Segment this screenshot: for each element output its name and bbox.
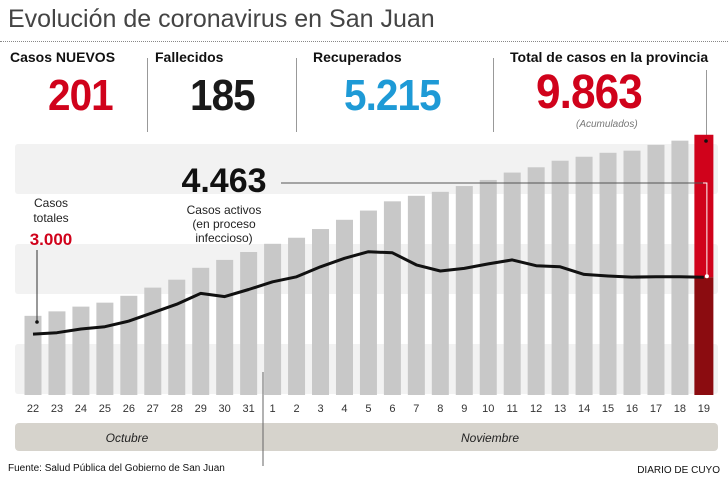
bar	[96, 302, 114, 395]
divider	[0, 41, 728, 42]
bar	[623, 150, 641, 395]
bar	[431, 191, 449, 395]
x-tick-label: 24	[75, 403, 87, 415]
bar	[288, 237, 306, 395]
x-tick-label: 16	[626, 403, 638, 415]
bar	[671, 140, 689, 395]
new-cases-value: 201	[48, 71, 114, 120]
x-tick-label: 5	[365, 403, 371, 415]
bar	[216, 259, 234, 395]
divider	[147, 58, 148, 132]
active-cases-label: (en proceso	[192, 217, 256, 231]
x-tick-label: 18	[674, 403, 686, 415]
x-tick-label: 1	[270, 403, 276, 415]
bar	[192, 267, 210, 395]
x-tick-label: 2	[293, 403, 299, 415]
marker-dot	[35, 320, 39, 324]
bar	[359, 210, 377, 395]
bar	[264, 243, 282, 395]
total-label: Total de casos en la provincia	[510, 49, 709, 65]
bar	[168, 279, 186, 395]
active-cases-value: 4.463	[181, 162, 266, 200]
x-tick-label: 7	[413, 403, 419, 415]
month-november: Noviembre	[461, 431, 519, 445]
x-tick-label: 14	[578, 403, 590, 415]
recovered-value: 5.215	[344, 71, 442, 120]
x-tick-label: 19	[698, 403, 710, 415]
x-tick-label: 22	[27, 403, 39, 415]
active-cases-line	[32, 250, 704, 336]
x-tick-label: 23	[51, 403, 63, 415]
casos-totales-label: totales	[33, 211, 68, 225]
bar-active-highlight	[694, 277, 714, 395]
marker-dot	[704, 139, 708, 143]
x-tick-label: 9	[461, 403, 467, 415]
casos-totales-value: 3.000	[30, 230, 73, 249]
divider	[706, 70, 707, 136]
source-note: Fuente: Salud Pública del Gobierno de Sa…	[8, 463, 225, 474]
bar	[335, 219, 353, 395]
bar	[144, 287, 162, 395]
bar	[527, 167, 545, 395]
total-value: 9.863	[536, 66, 643, 119]
bar-total-highlight	[694, 134, 714, 278]
new-cases-label: Casos NUEVOS	[10, 49, 116, 65]
x-tick-label: 31	[243, 403, 255, 415]
x-tick-label: 8	[437, 403, 443, 415]
divider	[493, 58, 494, 132]
bar	[503, 172, 521, 395]
x-tick-label: 30	[219, 403, 231, 415]
x-tick-label: 15	[602, 403, 614, 415]
x-tick-label: 10	[482, 403, 494, 415]
x-tick-label: 17	[650, 403, 662, 415]
divider	[296, 58, 297, 132]
month-october: Octubre	[106, 431, 149, 445]
total-note: (Acumulados)	[576, 119, 638, 130]
bar	[312, 229, 330, 395]
bar	[455, 186, 473, 395]
bar	[24, 315, 42, 395]
x-tick-label: 4	[341, 403, 347, 415]
x-tick-label: 3	[317, 403, 323, 415]
active-cases-label: infeccioso)	[195, 231, 252, 245]
active-cases-label: Casos activos	[187, 203, 262, 217]
bar	[551, 160, 569, 395]
x-tick-label: 26	[123, 403, 135, 415]
x-tick-label: 25	[99, 403, 111, 415]
deaths-label: Fallecidos	[155, 49, 224, 65]
x-tick-label: 6	[389, 403, 395, 415]
x-tick-label: 12	[530, 403, 542, 415]
bar	[647, 144, 665, 395]
leader-line	[703, 182, 708, 277]
bar	[72, 306, 90, 395]
marker-dot	[704, 274, 709, 279]
bar	[383, 201, 401, 395]
bar	[599, 152, 617, 395]
x-tick-label: 27	[147, 403, 159, 415]
x-tick-label: 28	[171, 403, 183, 415]
recovered-label: Recuperados	[313, 49, 402, 65]
bar	[240, 251, 258, 395]
x-tick-label: 13	[554, 403, 566, 415]
month-band	[15, 423, 718, 451]
bar	[479, 179, 497, 395]
casos-totales-label: Casos	[34, 196, 68, 210]
x-tick-label: 11	[506, 403, 517, 415]
brand: DIARIO DE CUYO	[637, 465, 720, 476]
page-title: Evolución de coronavirus en San Juan	[8, 5, 435, 33]
bar	[407, 195, 425, 395]
x-tick-label: 29	[195, 403, 207, 415]
bar	[120, 295, 138, 395]
bar	[48, 311, 66, 395]
deaths-value: 185	[190, 71, 256, 120]
